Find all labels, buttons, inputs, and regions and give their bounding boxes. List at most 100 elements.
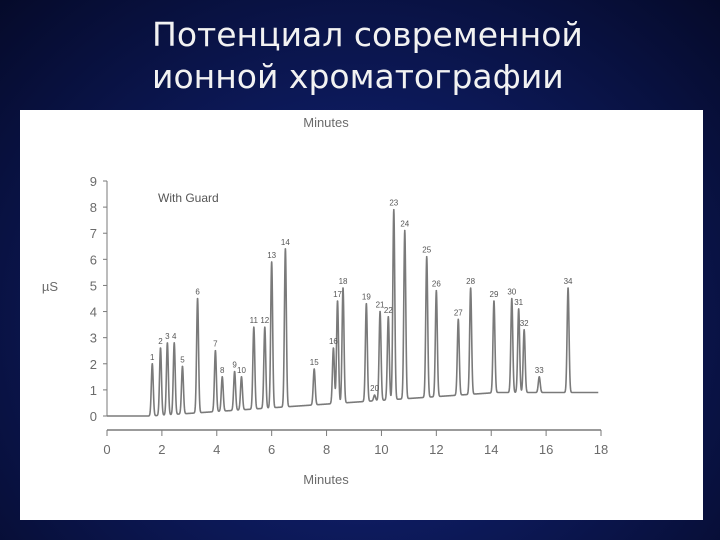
peak-label-22: 22 <box>384 306 393 315</box>
x-axis-title: Minutes <box>303 472 349 487</box>
peak-apex-1 <box>151 362 154 365</box>
peak-label-18: 18 <box>339 277 348 286</box>
peak-apex-16 <box>332 347 335 349</box>
peak-apex-5 <box>181 365 184 368</box>
peak-label-33: 33 <box>535 366 544 375</box>
peak-label-1: 1 <box>150 353 155 362</box>
peak-label-29: 29 <box>490 290 499 299</box>
peak-label-21: 21 <box>376 301 385 310</box>
x-tick-label: 2 <box>158 442 165 457</box>
peak-label-2: 2 <box>158 337 163 346</box>
peak-apex-25 <box>425 255 428 258</box>
x-tick-label: 16 <box>539 442 553 457</box>
peak-label-9: 9 <box>232 361 237 370</box>
peak-apex-2 <box>159 347 162 349</box>
peak-label-30: 30 <box>507 288 516 297</box>
peak-apex-31 <box>517 308 520 310</box>
y-tick-label: 0 <box>90 409 97 424</box>
peak-label-11: 11 <box>250 316 259 325</box>
peak-label-10: 10 <box>237 366 246 375</box>
peak-label-14: 14 <box>281 238 290 247</box>
y-tick-label: 7 <box>90 226 97 241</box>
y-tick-label: 1 <box>90 383 97 398</box>
peak-label-15: 15 <box>310 358 319 367</box>
peak-label-5: 5 <box>180 355 185 364</box>
peak-apex-19 <box>365 302 368 305</box>
peak-label-4: 4 <box>172 332 177 341</box>
peak-label-32: 32 <box>520 319 529 328</box>
chromatogram-panel: 0 2 4 6 8 10 12 14 16 18 0 1 2 3 4 5 6 7 8 9 1 2 3 4 5 6 7 8 9 10 11 1… <box>20 110 703 520</box>
peak-label-25: 25 <box>422 246 431 255</box>
peak-label-16: 16 <box>329 337 338 346</box>
peak-apex-30 <box>511 297 513 300</box>
peak-label-7: 7 <box>213 340 218 349</box>
peak-label-23: 23 <box>389 199 398 208</box>
y-tick-label: 8 <box>90 200 97 215</box>
slide-title: Потенциал современной ионной хроматограф… <box>152 14 672 98</box>
slide-title-line-2: ионной хроматографии <box>152 57 564 96</box>
peak-label-34: 34 <box>564 277 573 286</box>
y-tick-label: 6 <box>90 252 97 267</box>
x-tick-label: 6 <box>268 442 275 457</box>
x-tick-label: 4 <box>213 442 220 457</box>
peak-apex-34 <box>567 287 569 289</box>
peak-label-3: 3 <box>165 332 170 341</box>
peak-apex-17 <box>336 300 339 302</box>
peak-label-19: 19 <box>362 293 371 302</box>
peak-apex-21 <box>379 310 381 313</box>
peak-apex-20 <box>373 394 376 396</box>
x-axis-title-top: Minutes <box>303 115 349 130</box>
peak-label-12: 12 <box>260 316 269 325</box>
peak-apex-7 <box>214 349 217 352</box>
peak-apex-32 <box>523 329 525 331</box>
x-tick-label: 8 <box>323 442 330 457</box>
peak-apex-6 <box>196 297 199 300</box>
peak-apex-14 <box>284 248 287 250</box>
peak-apex-22 <box>387 315 390 318</box>
chromatogram-trace <box>106 208 599 417</box>
x-tick-label: 12 <box>429 442 443 457</box>
chart-annotation: With Guard <box>158 191 219 205</box>
peak-apex-4 <box>173 342 176 344</box>
peak-apex-29 <box>493 300 495 302</box>
peak-apex-12 <box>264 326 266 329</box>
peak-label-6: 6 <box>195 288 200 297</box>
peak-apex-33 <box>538 376 541 378</box>
peak-apex-11 <box>253 326 255 329</box>
peak-apex-10 <box>240 376 243 378</box>
peak-apex-9 <box>233 370 236 373</box>
y-tick-label: 9 <box>90 174 97 189</box>
y-tick-label: 3 <box>90 331 97 346</box>
peak-apex-24 <box>403 229 406 232</box>
peak-apex-8 <box>221 376 224 378</box>
y-tick-label: 4 <box>90 305 97 320</box>
x-tick-label: 18 <box>594 442 608 457</box>
peak-apex-28 <box>469 287 472 289</box>
peak-apex-27 <box>457 318 460 321</box>
x-tick-label: 0 <box>103 442 110 457</box>
peak-label-28: 28 <box>466 277 475 286</box>
peak-label-17: 17 <box>333 290 342 299</box>
peak-apex-15 <box>313 368 316 370</box>
peak-label-31: 31 <box>514 298 523 307</box>
peak-apex-26 <box>435 289 438 292</box>
peak-apex-13 <box>270 261 273 263</box>
peak-apex-23 <box>392 208 395 211</box>
peak-label-8: 8 <box>220 366 225 375</box>
y-tick-label: 2 <box>90 357 97 372</box>
peak-label-27: 27 <box>454 308 463 317</box>
slide-title-line-1: Потенциал современной <box>152 15 583 54</box>
peak-apex-3 <box>166 342 169 344</box>
peak-label-24: 24 <box>400 220 409 229</box>
x-tick-label: 10 <box>374 442 388 457</box>
peak-label-26: 26 <box>432 280 441 289</box>
x-tick-label: 14 <box>484 442 498 457</box>
y-axis-title: µS <box>42 279 58 294</box>
peak-label-13: 13 <box>267 251 276 260</box>
peak-label-20: 20 <box>370 384 379 393</box>
y-tick-label: 5 <box>90 278 97 293</box>
peak-apex-18 <box>342 287 344 289</box>
